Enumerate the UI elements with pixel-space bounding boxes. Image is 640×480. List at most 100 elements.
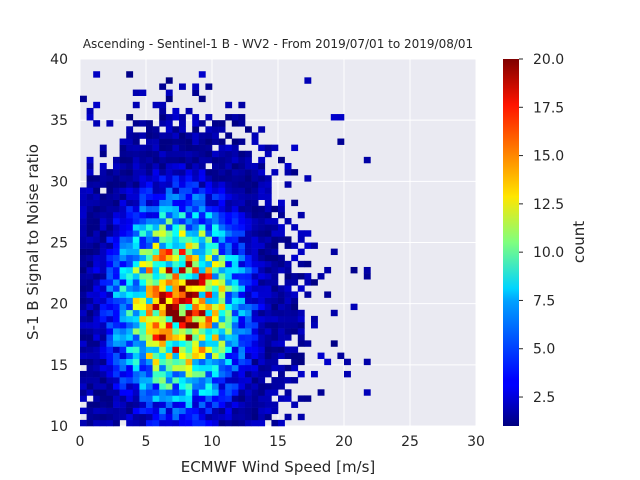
heatmap-cell (238, 236, 246, 243)
x-tick-label: 10 (203, 434, 221, 450)
heatmap-cell (264, 328, 272, 335)
heatmap-cell (139, 334, 147, 341)
heatmap-cell (132, 279, 140, 286)
heatmap-cell (132, 303, 140, 311)
heatmap-cell (146, 309, 153, 317)
heatmap-cell (212, 175, 219, 182)
heatmap-cell (113, 187, 120, 194)
heatmap-cell (297, 211, 305, 219)
heatmap-cell (205, 334, 213, 341)
heatmap-cell (251, 370, 259, 378)
heatmap-cell (152, 395, 160, 402)
heatmap-cell (139, 224, 147, 231)
heatmap-cell (212, 254, 219, 262)
heatmap-cell (93, 71, 101, 78)
heatmap-cell (179, 413, 186, 421)
heatmap-cell (284, 162, 292, 170)
heatmap-cell (185, 205, 193, 213)
heatmap-cell (80, 328, 87, 335)
heatmap-cell (337, 114, 345, 121)
heatmap-cell (99, 322, 107, 329)
heatmap-cell (106, 322, 114, 329)
heatmap-cell (291, 346, 299, 353)
heatmap-cell (205, 199, 213, 207)
x-axis-label: ECMWF Wind Speed [m/s] (181, 458, 376, 476)
heatmap-cell (132, 370, 140, 378)
heatmap-cell (198, 211, 206, 219)
heatmap-cell (113, 322, 120, 329)
heatmap-cell (231, 334, 239, 341)
heatmap-cell (251, 236, 259, 243)
heatmap-cell (165, 383, 173, 390)
heatmap-cell (291, 291, 299, 298)
heatmap-cell (165, 407, 173, 415)
heatmap-cell (86, 285, 94, 292)
heatmap-cell (245, 285, 252, 292)
heatmap-cell (225, 169, 233, 176)
heatmap-cell (192, 169, 200, 176)
heatmap-cell (165, 328, 173, 335)
heatmap-cell (179, 254, 186, 262)
heatmap-cell (146, 175, 153, 182)
heatmap-cell (152, 169, 160, 176)
heatmap-cell (231, 413, 239, 421)
heatmap-cell (231, 162, 239, 170)
heatmap-cell (132, 175, 140, 182)
heatmap-cell (179, 83, 186, 90)
heatmap-cell (165, 377, 173, 384)
heatmap-cell (212, 389, 219, 396)
heatmap-cell (245, 224, 252, 231)
heatmap-cell (198, 364, 206, 372)
heatmap-cell (152, 144, 160, 152)
heatmap-cell (258, 126, 266, 133)
heatmap-cell (165, 266, 173, 274)
heatmap-cell (198, 413, 206, 421)
heatmap-cell (172, 315, 180, 323)
heatmap-cell (245, 162, 252, 170)
heatmap-cell (258, 334, 266, 341)
heatmap-cell (258, 285, 266, 292)
heatmap-cell (271, 322, 279, 329)
heatmap-cell (231, 315, 239, 323)
heatmap-cell (271, 352, 279, 360)
heatmap-cell (126, 248, 134, 256)
heatmap-cell (80, 291, 87, 298)
heatmap-cell (205, 260, 213, 268)
heatmap-cell (132, 138, 140, 145)
heatmap-cell (218, 162, 226, 170)
heatmap-cell (146, 205, 153, 213)
heatmap-cell (317, 273, 325, 280)
heatmap-cell (146, 340, 153, 347)
heatmap-cell (258, 395, 266, 402)
heatmap-cell (225, 205, 233, 213)
heatmap-cell (291, 364, 299, 372)
heatmap-cell (152, 322, 160, 329)
heatmap-cell (172, 193, 180, 200)
heatmap-cell (119, 315, 127, 323)
heatmap-cell (172, 334, 180, 341)
heatmap-cell (245, 419, 252, 427)
heatmap-cell (304, 175, 312, 182)
heatmap-cell (205, 114, 213, 121)
heatmap-cell (126, 407, 134, 415)
heatmap-cell (231, 230, 239, 237)
heatmap-cell (113, 297, 120, 304)
heatmap-cell (284, 346, 292, 353)
heatmap-cell (93, 120, 101, 127)
heatmap-cell (132, 150, 140, 158)
heatmap-cell (264, 273, 272, 280)
heatmap-cell (192, 395, 200, 402)
heatmap-cell (179, 150, 186, 158)
heatmap-cell (245, 248, 252, 256)
heatmap-cell (80, 211, 87, 219)
heatmap-cell (304, 395, 312, 402)
heatmap-cell (231, 224, 239, 231)
heatmap-cell (132, 254, 140, 262)
heatmap-cell (113, 254, 120, 262)
heatmap-cell (106, 218, 114, 225)
heatmap-cell (264, 413, 272, 421)
heatmap-cell (225, 150, 233, 158)
heatmap-cell (80, 297, 87, 304)
heatmap-cell (179, 383, 186, 390)
